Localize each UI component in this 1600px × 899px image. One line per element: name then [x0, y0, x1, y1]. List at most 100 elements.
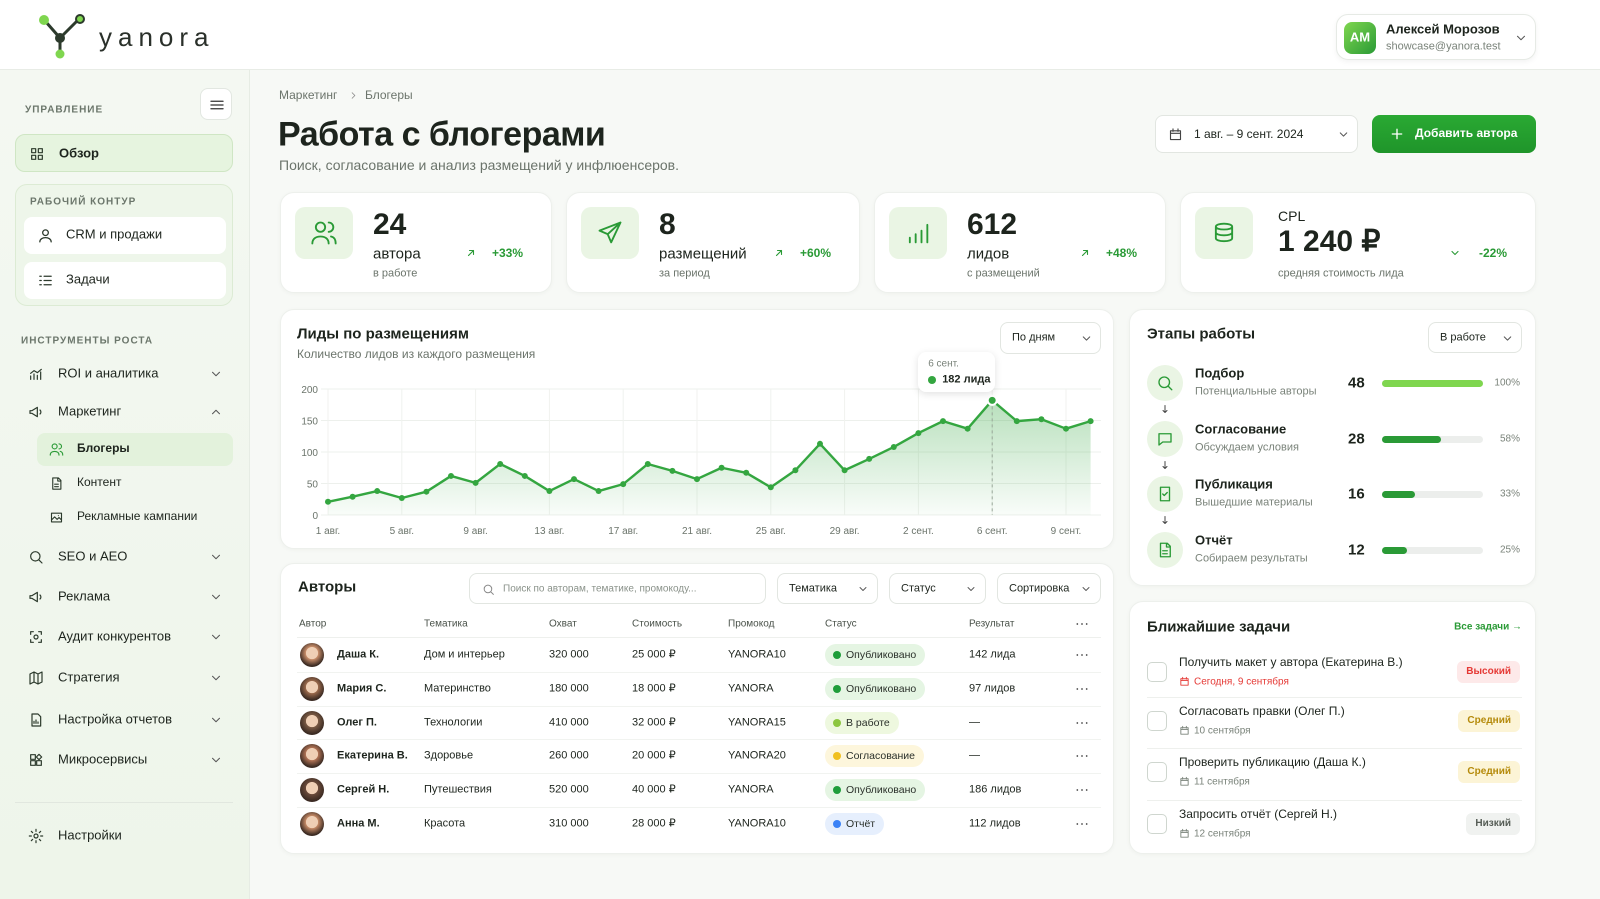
icon [1391, 128, 1403, 140]
stage-name: Согласование [1195, 421, 1287, 437]
search-input[interactable]: Поиск по авторам, тематике, промокоду... [469, 573, 766, 604]
divider [297, 671, 1101, 673]
menu-button[interactable] [200, 88, 232, 120]
kpi-icon [295, 207, 353, 259]
icon-path [210, 100, 224, 110]
task-checkbox[interactable] [1147, 814, 1167, 834]
nav-item[interactable]: SEO и AEO [15, 540, 233, 574]
nav-overview[interactable]: Обзор [15, 134, 233, 172]
nav-item[interactable]: Настройка отчетов [15, 703, 233, 737]
nav-settings[interactable]: Настройки [15, 819, 233, 853]
icon [1159, 486, 1171, 502]
tooltip-date: 6 сент. [928, 358, 959, 370]
filter-select[interactable]: Статус [889, 573, 986, 604]
icon [211, 371, 221, 377]
logo [39, 14, 85, 59]
nav-item[interactable]: CRM и продажи [24, 217, 226, 254]
nav-subitem[interactable]: Контент [37, 467, 233, 500]
filter-select[interactable]: Тематика [777, 573, 878, 604]
cell: 20 000 ₽ [632, 750, 676, 763]
nav-item[interactable]: Реклама [15, 580, 233, 614]
task-date: 11 сентября [1194, 776, 1250, 788]
icon-part [55, 49, 65, 59]
icon [1076, 721, 1088, 724]
row-menu[interactable] [1071, 645, 1093, 665]
point [1038, 416, 1045, 423]
kpi-value: 8 [659, 207, 676, 241]
date-picker[interactable]: 1 авг. – 9 сент. 2024 [1155, 115, 1358, 153]
task-checkbox[interactable] [1147, 711, 1167, 731]
x-tick-label: 5 авг. [390, 526, 414, 537]
filter-select[interactable]: Сортировка [997, 573, 1101, 604]
icon [31, 713, 42, 727]
icon-path [1391, 128, 1403, 140]
icon-path [467, 249, 475, 257]
icon [1516, 35, 1526, 41]
point [571, 476, 577, 483]
column-header: Промокод [728, 618, 775, 630]
icon-path [29, 671, 43, 685]
icon [1158, 432, 1172, 446]
icon-path [31, 148, 43, 160]
select-label: В работе [1440, 331, 1486, 344]
point [620, 481, 627, 488]
cell: 180 000 [549, 682, 589, 695]
all-tasks-link[interactable]: Все задачи → [1454, 621, 1522, 633]
row-menu[interactable] [1071, 713, 1093, 733]
period-select[interactable]: По дням [1000, 322, 1101, 354]
point [1063, 425, 1069, 432]
point [398, 494, 405, 501]
point [694, 476, 700, 483]
stage-icon [1147, 420, 1183, 457]
task-date: 10 сентября [1194, 725, 1251, 737]
icon-path [311, 221, 337, 245]
row-menu[interactable] [1071, 679, 1093, 699]
kpi-label: размещений [659, 245, 747, 263]
icon [1076, 789, 1088, 792]
kpi-value: 612 [967, 207, 1018, 241]
row-menu[interactable] [1071, 746, 1093, 766]
icon-path [30, 551, 43, 564]
row-menu[interactable] [1071, 780, 1093, 800]
icon-path [1158, 376, 1173, 391]
point [964, 425, 971, 432]
priority-label: Высокий [1466, 666, 1511, 677]
icon [1214, 222, 1234, 243]
task-checkbox[interactable] [1147, 662, 1167, 682]
stages-title: Этапы работы [1147, 325, 1256, 343]
stages-filter[interactable]: В работе [1428, 322, 1522, 353]
stage-count: 12 [1348, 540, 1365, 558]
icon [1339, 132, 1348, 137]
icon [49, 443, 64, 456]
nav-item[interactable]: ROI и аналитика [15, 357, 233, 391]
stage-name: Подбор [1195, 365, 1245, 381]
status-label: Отчёт [846, 818, 876, 830]
point [767, 484, 774, 491]
nav-item[interactable]: Аудит конкурентов [15, 620, 233, 654]
nav-item[interactable]: Микросервисы [15, 743, 233, 777]
select-label: Статус [901, 582, 936, 595]
icon [1158, 376, 1173, 391]
cell: Путешествия [424, 783, 492, 796]
nav-item[interactable]: Задачи [24, 262, 226, 299]
nav-subitem[interactable]: Рекламные кампании [37, 501, 233, 534]
task-date: Сегодня, 9 сентября [1194, 676, 1289, 688]
divider [297, 773, 1101, 775]
icon-path [211, 594, 221, 600]
add-author-button[interactable]: Добавить автора [1372, 115, 1536, 153]
icon [211, 634, 221, 640]
nav-subitem[interactable]: Блогеры [37, 433, 233, 466]
user-menu[interactable]: АМ Алексей Морозов showcase@yanora.test [1336, 14, 1536, 60]
nav-item[interactable]: Маркетинг [15, 395, 233, 429]
task-checkbox[interactable] [1147, 762, 1167, 782]
breadcrumb-item[interactable]: Маркетинг [279, 88, 338, 103]
avatar [300, 643, 324, 667]
row-menu[interactable] [1071, 814, 1093, 834]
authors-title: Авторы [298, 578, 357, 596]
icon [908, 223, 929, 244]
nav-item[interactable]: Стратегия [15, 661, 233, 695]
x-tick-label: 2 сент. [903, 526, 934, 537]
column-header: Автор [299, 618, 327, 630]
icon [1076, 654, 1088, 656]
x-tick-label: 1 авг. [316, 526, 340, 537]
